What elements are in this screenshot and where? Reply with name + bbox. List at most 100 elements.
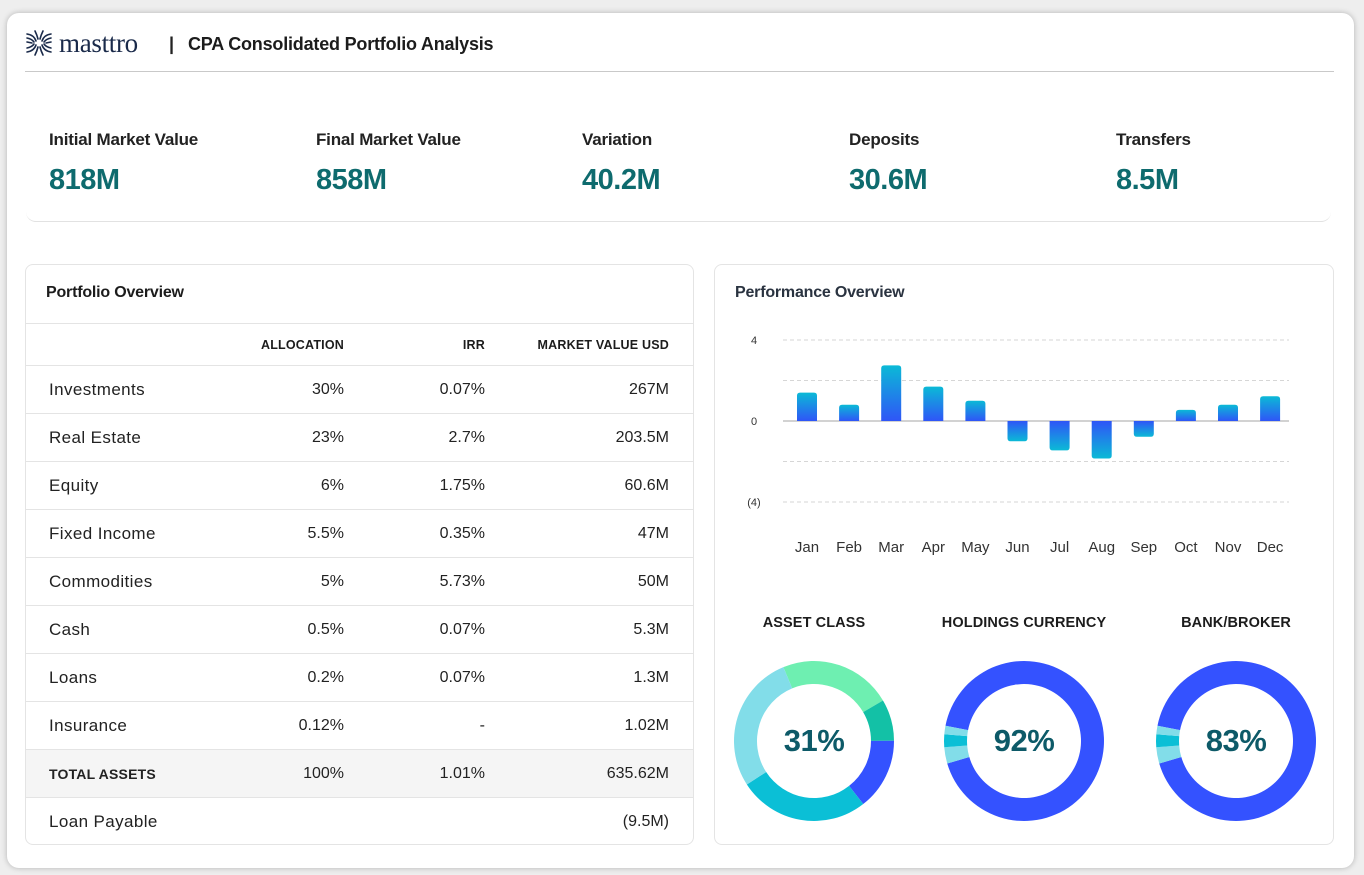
- column-header-allocation[interactable]: ALLOCATION: [219, 323, 344, 366]
- donut-slice[interactable]: [944, 745, 970, 764]
- table-row[interactable]: Cash 0.5% 0.07% 5.3M: [26, 605, 693, 654]
- row-market-value: 267M: [485, 365, 693, 414]
- row-name: Loans: [26, 653, 219, 702]
- bar-aug[interactable]: [1091, 421, 1112, 459]
- liability-name: Loan Payable: [49, 811, 158, 831]
- asset-class-donut-chart[interactable]: [733, 660, 895, 822]
- y-tick-label: 4: [751, 335, 757, 347]
- kpi-label: Transfers: [1116, 130, 1191, 149]
- donut-slice[interactable]: [944, 725, 969, 737]
- bar-mar[interactable]: [881, 365, 902, 421]
- x-tick-label: May: [961, 539, 990, 556]
- donut-slice[interactable]: [1156, 725, 1181, 737]
- bar-jun[interactable]: [1007, 421, 1028, 442]
- row-market-value: 50M: [485, 557, 693, 606]
- bar-may[interactable]: [965, 400, 986, 421]
- row-name: Cash: [26, 605, 219, 654]
- total-irr: 1.01%: [344, 749, 485, 798]
- row-market-value: 203.5M: [485, 413, 693, 462]
- y-tick-label: 0: [751, 416, 757, 428]
- liability-allocation: [219, 798, 344, 845]
- donut-title: HOLDINGS CURRENCY: [941, 615, 1107, 631]
- x-tick-label: Oct: [1174, 539, 1198, 556]
- column-header-market-value[interactable]: MARKET VALUE USD: [485, 323, 693, 366]
- liability-irr: [344, 798, 485, 845]
- row-name: Investments: [26, 365, 219, 414]
- total-allocation: 100%: [219, 749, 344, 798]
- asset-class-donut: ASSET CLASS 31%: [724, 615, 904, 822]
- donut-title: ASSET CLASS: [762, 615, 866, 631]
- row-irr: 2.7%: [344, 413, 485, 462]
- performance-overview-title: Performance Overview: [735, 284, 905, 301]
- x-tick-label: Jan: [795, 539, 819, 556]
- row-irr: 1.75%: [344, 461, 485, 510]
- bank-broker-donut-chart[interactable]: [1155, 660, 1317, 822]
- donut-slice[interactable]: [863, 700, 894, 741]
- x-tick-label: Jul: [1050, 539, 1069, 556]
- kpi-variation: Variation 40.2M: [582, 130, 661, 197]
- brand-name: masttro: [59, 28, 138, 58]
- row-name: Real Estate: [26, 413, 219, 462]
- row-allocation: 0.2%: [219, 653, 344, 702]
- bar-apr[interactable]: [923, 386, 944, 421]
- table-row[interactable]: Fixed Income 5.5% 0.35% 47M: [26, 509, 693, 558]
- table-row[interactable]: Loans 0.2% 0.07% 1.3M: [26, 653, 693, 702]
- row-name: Equity: [26, 461, 219, 510]
- donut-slice[interactable]: [783, 661, 883, 713]
- donut-slice[interactable]: [734, 667, 793, 785]
- donut-center-value: 83%: [1205, 723, 1267, 758]
- y-tick-label: (4): [747, 497, 760, 509]
- x-tick-label: Apr: [922, 539, 945, 556]
- donut-slice[interactable]: [746, 771, 864, 821]
- bar-sep[interactable]: [1133, 421, 1154, 437]
- row-name: Fixed Income: [26, 509, 219, 558]
- row-allocation: 23%: [219, 413, 344, 462]
- donut-center-value: 92%: [993, 723, 1055, 758]
- bar-dec[interactable]: [1260, 396, 1281, 421]
- row-name: Insurance: [26, 701, 219, 750]
- holdings-currency-donut-chart[interactable]: [943, 660, 1105, 822]
- donut-slice[interactable]: [944, 734, 968, 748]
- table-row[interactable]: Commodities 5% 5.73% 50M: [26, 557, 693, 606]
- kpi-value: 858M: [316, 164, 387, 196]
- row-irr: 0.07%: [344, 605, 485, 654]
- total-assets-row: TOTAL ASSETS 100% 1.01% 635.62M: [26, 749, 693, 798]
- kpi-label: Initial Market Value: [49, 130, 199, 149]
- donut-slice[interactable]: [849, 740, 894, 805]
- table-row[interactable]: Investments 30% 0.07% 267M: [26, 365, 693, 414]
- table-row[interactable]: Equity 6% 1.75% 60.6M: [26, 461, 693, 510]
- row-allocation: 0.12%: [219, 701, 344, 750]
- bar-jul[interactable]: [1049, 421, 1070, 451]
- row-allocation: 5.5%: [219, 509, 344, 558]
- bar-nov[interactable]: [1218, 404, 1238, 421]
- kpi-value: 818M: [49, 164, 120, 196]
- row-name: Commodities: [26, 557, 219, 606]
- x-tick-label: Sep: [1130, 539, 1157, 556]
- performance-overview-card: Performance Overview 4 0 (4) Jan Feb Mar Apr Ma…: [714, 264, 1334, 845]
- row-irr: 0.35%: [344, 509, 485, 558]
- bar-jan[interactable]: [797, 392, 817, 421]
- bar-feb[interactable]: [839, 404, 860, 421]
- brand-logo[interactable]: masttro: [25, 29, 138, 57]
- donut-slice[interactable]: [1156, 734, 1180, 748]
- donut-slice[interactable]: [1156, 745, 1182, 764]
- loan-payable-row[interactable]: Loan Payable (9.5M): [26, 798, 693, 845]
- table-row[interactable]: Real Estate 23% 2.7% 203.5M: [26, 413, 693, 462]
- row-market-value: 1.3M: [485, 653, 693, 702]
- column-header-name: [26, 323, 219, 366]
- bar-oct[interactable]: [1175, 409, 1196, 421]
- liability-market-value: (9.5M): [622, 812, 669, 830]
- kpi-deposits: Deposits 30.6M: [849, 130, 928, 197]
- header-separator: |: [169, 34, 175, 54]
- table-row[interactable]: Insurance 0.12% - 1.02M: [26, 701, 693, 750]
- kpi-summary: Initial Market Value 818M Final Market V…: [26, 108, 1331, 222]
- row-irr: -: [344, 701, 485, 750]
- column-header-irr[interactable]: IRR: [344, 323, 485, 366]
- kpi-label: Deposits: [849, 130, 920, 149]
- bank-broker-donut: BANK/BROKER 83%: [1146, 615, 1326, 822]
- kpi-value: 40.2M: [582, 164, 661, 196]
- masttro-logo-icon: [26, 30, 52, 56]
- page-header: masttro | CPA Consolidated Portfolio Ana…: [25, 27, 1334, 72]
- table-header-row: ALLOCATION IRR MARKET VALUE USD: [26, 323, 693, 366]
- page-title: CPA Consolidated Portfolio Analysis: [188, 34, 494, 54]
